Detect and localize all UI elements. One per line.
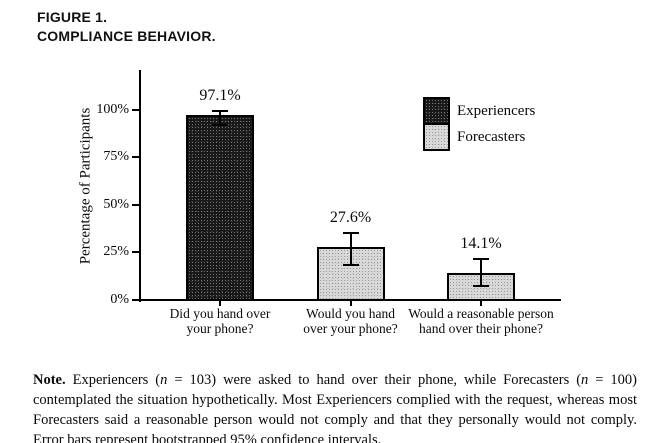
bar-experiencers-97.1% <box>186 115 254 301</box>
error-bar-cap-bottom <box>212 123 228 126</box>
legend-swatch-forecasters <box>423 123 450 151</box>
y-tick-label: 50% <box>103 196 129 212</box>
bar-value-label: 14.1% <box>460 235 502 253</box>
y-axis-title: Percentage of Participants <box>77 107 94 265</box>
x-tick-mark <box>349 301 352 306</box>
note-text-segment: = 100) contemplated the situation hypoth… <box>33 371 638 443</box>
x-tick-mark <box>480 301 482 306</box>
y-tick-label: 25% <box>103 244 129 260</box>
error-bar <box>342 232 359 266</box>
error-bar-cap-bottom <box>473 284 489 287</box>
error-bar-stem <box>349 232 352 266</box>
note-text-segment: Note. <box>33 371 66 388</box>
note-text-segment: Experiencers ( <box>65 371 161 388</box>
note-text-segment: = 103) were asked to hand over their pho… <box>167 371 582 388</box>
y-tick-mark <box>132 156 139 159</box>
bar-chart: Percentage of Participants 0% 25% 50% 75% 10… <box>77 70 561 336</box>
legend: Experiencers Forecasters <box>423 97 535 151</box>
legend-label: Experiencers <box>457 102 536 119</box>
figure-note: Note. Experiencers (n = 103) were asked … <box>33 370 637 443</box>
bar-value-label: 27.6% <box>329 209 372 227</box>
figure-title: COMPLIANCE BEHAVIOR. <box>37 28 216 44</box>
bar-value-label: 97.1% <box>199 86 241 104</box>
y-tick-mark <box>132 251 139 254</box>
y-axis-line <box>139 70 141 302</box>
error-bar-stem <box>480 258 482 287</box>
error-bar <box>473 258 489 287</box>
x-category-label: Would you hand over your phone? <box>303 306 398 336</box>
legend-item-experiencers: Experiencers <box>423 97 535 125</box>
y-tick-mark <box>132 299 139 301</box>
y-tick-mark <box>132 203 139 206</box>
legend-label: Forecasters <box>457 128 526 145</box>
y-tick-label: 75% <box>103 149 129 165</box>
y-tick-label: 100% <box>96 101 129 117</box>
y-tick-label: 0% <box>110 292 129 307</box>
note-text-segment: n <box>581 371 589 388</box>
error-bar <box>212 109 228 126</box>
legend-item-forecasters: Forecasters <box>423 123 535 151</box>
y-tick-mark <box>132 108 139 111</box>
x-tick-mark <box>219 301 221 306</box>
error-bar-cap-bottom <box>342 263 359 266</box>
figure-number: FIGURE 1. <box>37 9 108 25</box>
legend-swatch-experiencers <box>423 97 450 125</box>
x-category-label: Would a reasonable person hand over their… <box>408 306 554 336</box>
note-text-segment: n <box>160 371 168 388</box>
x-category-label: Did you hand over your phone? <box>169 306 271 336</box>
error-bar-stem <box>219 109 221 126</box>
